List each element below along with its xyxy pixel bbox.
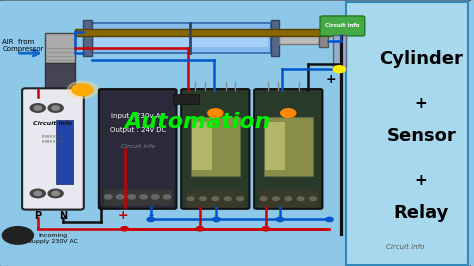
Bar	[75, 29, 332, 36]
FancyBboxPatch shape	[181, 89, 249, 209]
Circle shape	[297, 197, 304, 201]
Bar	[94, 30, 268, 47]
Circle shape	[152, 195, 159, 199]
Circle shape	[48, 104, 63, 112]
Bar	[346, 2, 468, 265]
Text: Input : 230v AC: Input : 230v AC	[110, 113, 165, 119]
Circle shape	[196, 227, 204, 231]
Text: P: P	[34, 211, 41, 222]
Bar	[55, 120, 73, 184]
Text: Incoming
Supply 230V AC: Incoming Supply 230V AC	[28, 233, 78, 244]
Circle shape	[333, 66, 346, 73]
Text: Circuit info: Circuit info	[385, 244, 424, 250]
Bar	[271, 20, 279, 56]
Circle shape	[30, 104, 46, 112]
Bar	[191, 117, 240, 176]
Text: N: N	[59, 211, 67, 222]
Circle shape	[224, 197, 231, 201]
Text: Sensor: Sensor	[386, 127, 456, 145]
Circle shape	[164, 195, 171, 199]
Circle shape	[213, 217, 220, 222]
Bar	[83, 20, 92, 56]
Circle shape	[104, 195, 112, 199]
Circle shape	[121, 227, 128, 231]
Bar	[103, 189, 172, 205]
Bar	[45, 33, 75, 63]
Circle shape	[276, 217, 284, 222]
Text: Relay: Relay	[393, 204, 449, 222]
Text: Automation: Automation	[124, 112, 271, 132]
Bar	[192, 122, 212, 170]
Circle shape	[310, 197, 316, 201]
Circle shape	[140, 195, 147, 199]
Bar	[259, 190, 318, 207]
Circle shape	[67, 81, 98, 98]
Text: -: -	[148, 209, 154, 222]
Circle shape	[208, 109, 223, 117]
Circle shape	[34, 106, 42, 110]
Text: RRRR RRRR
RRRR RRRR: RRRR RRRR RRRR RRRR	[42, 135, 64, 144]
Text: +: +	[118, 209, 128, 222]
Bar	[333, 35, 346, 68]
Circle shape	[52, 191, 59, 196]
Circle shape	[30, 189, 46, 198]
Bar	[173, 94, 199, 104]
Text: Output : 24v DC: Output : 24v DC	[109, 127, 166, 133]
Circle shape	[326, 217, 333, 222]
Circle shape	[237, 197, 243, 201]
Circle shape	[200, 197, 206, 201]
Circle shape	[212, 197, 219, 201]
FancyBboxPatch shape	[320, 16, 365, 36]
Text: Circuit info: Circuit info	[34, 121, 73, 126]
Text: Ci: Ci	[13, 231, 22, 240]
FancyBboxPatch shape	[22, 88, 84, 210]
Bar	[45, 63, 75, 100]
Bar	[264, 117, 313, 176]
Circle shape	[128, 195, 136, 199]
FancyBboxPatch shape	[99, 89, 176, 209]
Text: AIR  from
Compressor: AIR from Compressor	[2, 39, 44, 52]
Circle shape	[72, 84, 93, 96]
Circle shape	[285, 197, 292, 201]
Circle shape	[260, 197, 267, 201]
Text: +: +	[415, 173, 428, 188]
Circle shape	[147, 217, 155, 222]
Text: Circuit info: Circuit info	[325, 23, 359, 28]
Text: +: +	[415, 96, 428, 111]
Bar	[186, 190, 245, 207]
Bar	[279, 32, 319, 44]
Bar	[265, 122, 285, 170]
Circle shape	[116, 195, 124, 199]
Text: Circuit info: Circuit info	[120, 144, 155, 149]
Circle shape	[262, 227, 270, 231]
Bar	[319, 29, 328, 47]
FancyBboxPatch shape	[254, 89, 322, 209]
Circle shape	[281, 109, 296, 117]
Circle shape	[48, 189, 63, 198]
Circle shape	[273, 197, 279, 201]
Text: +: +	[326, 73, 337, 86]
Bar	[92, 23, 271, 53]
Text: Cylinder: Cylinder	[379, 49, 463, 68]
Circle shape	[187, 197, 194, 201]
Circle shape	[52, 106, 59, 110]
Circle shape	[2, 227, 33, 244]
Circle shape	[34, 191, 42, 196]
